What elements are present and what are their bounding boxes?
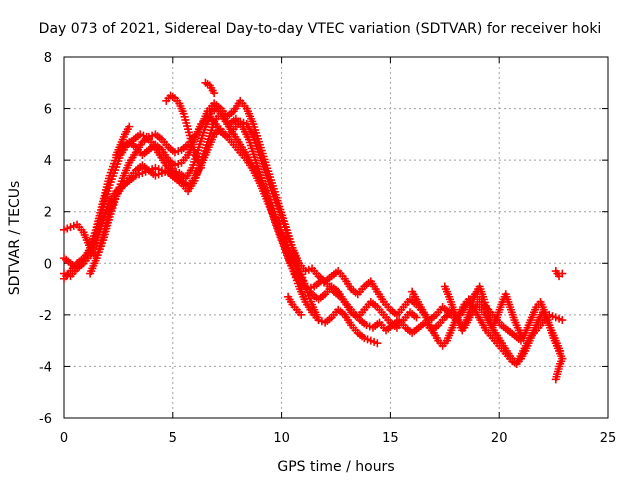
x-tick-label: 20 [491, 431, 508, 446]
tick-label-layer: 0 5 10 15 20 25 -6 -4 -2 0 2 4 6 8 [39, 51, 616, 446]
y-tick-label: 0 [44, 257, 52, 272]
x-tick-label: 5 [169, 431, 177, 446]
data-point [558, 269, 567, 278]
data-point [297, 310, 306, 319]
y-tick-label: 8 [44, 51, 52, 66]
y-tick-label: 6 [44, 103, 52, 118]
y-tick-label: 2 [44, 206, 52, 221]
x-axis-title: GPS time / hours [277, 459, 394, 475]
y-axis-title: SDTVAR / TECUs [7, 181, 23, 296]
data-point [373, 339, 382, 348]
data-marks [60, 78, 567, 384]
y-tick-label: 4 [44, 154, 52, 169]
y-tick-label: -6 [39, 412, 52, 427]
x-tick-label: 15 [382, 431, 399, 446]
y-tick-label: -4 [39, 360, 52, 375]
tick-layer [63, 56, 609, 419]
x-tick-label: 10 [273, 431, 290, 446]
data-point [314, 316, 323, 325]
data-point [210, 89, 219, 98]
data-point [558, 354, 567, 363]
plot-frame [63, 56, 609, 419]
x-tick-label: 25 [600, 431, 617, 446]
chart-title: Day 073 of 2021, Sidereal Day-to-day VTE… [39, 21, 602, 37]
x-tick-label: 0 [60, 431, 68, 446]
data-point [558, 316, 567, 325]
grid-layer [64, 57, 608, 418]
data-point [125, 122, 134, 131]
data-point [197, 163, 206, 172]
data-point [412, 313, 421, 322]
y-tick-label: -2 [39, 309, 52, 324]
